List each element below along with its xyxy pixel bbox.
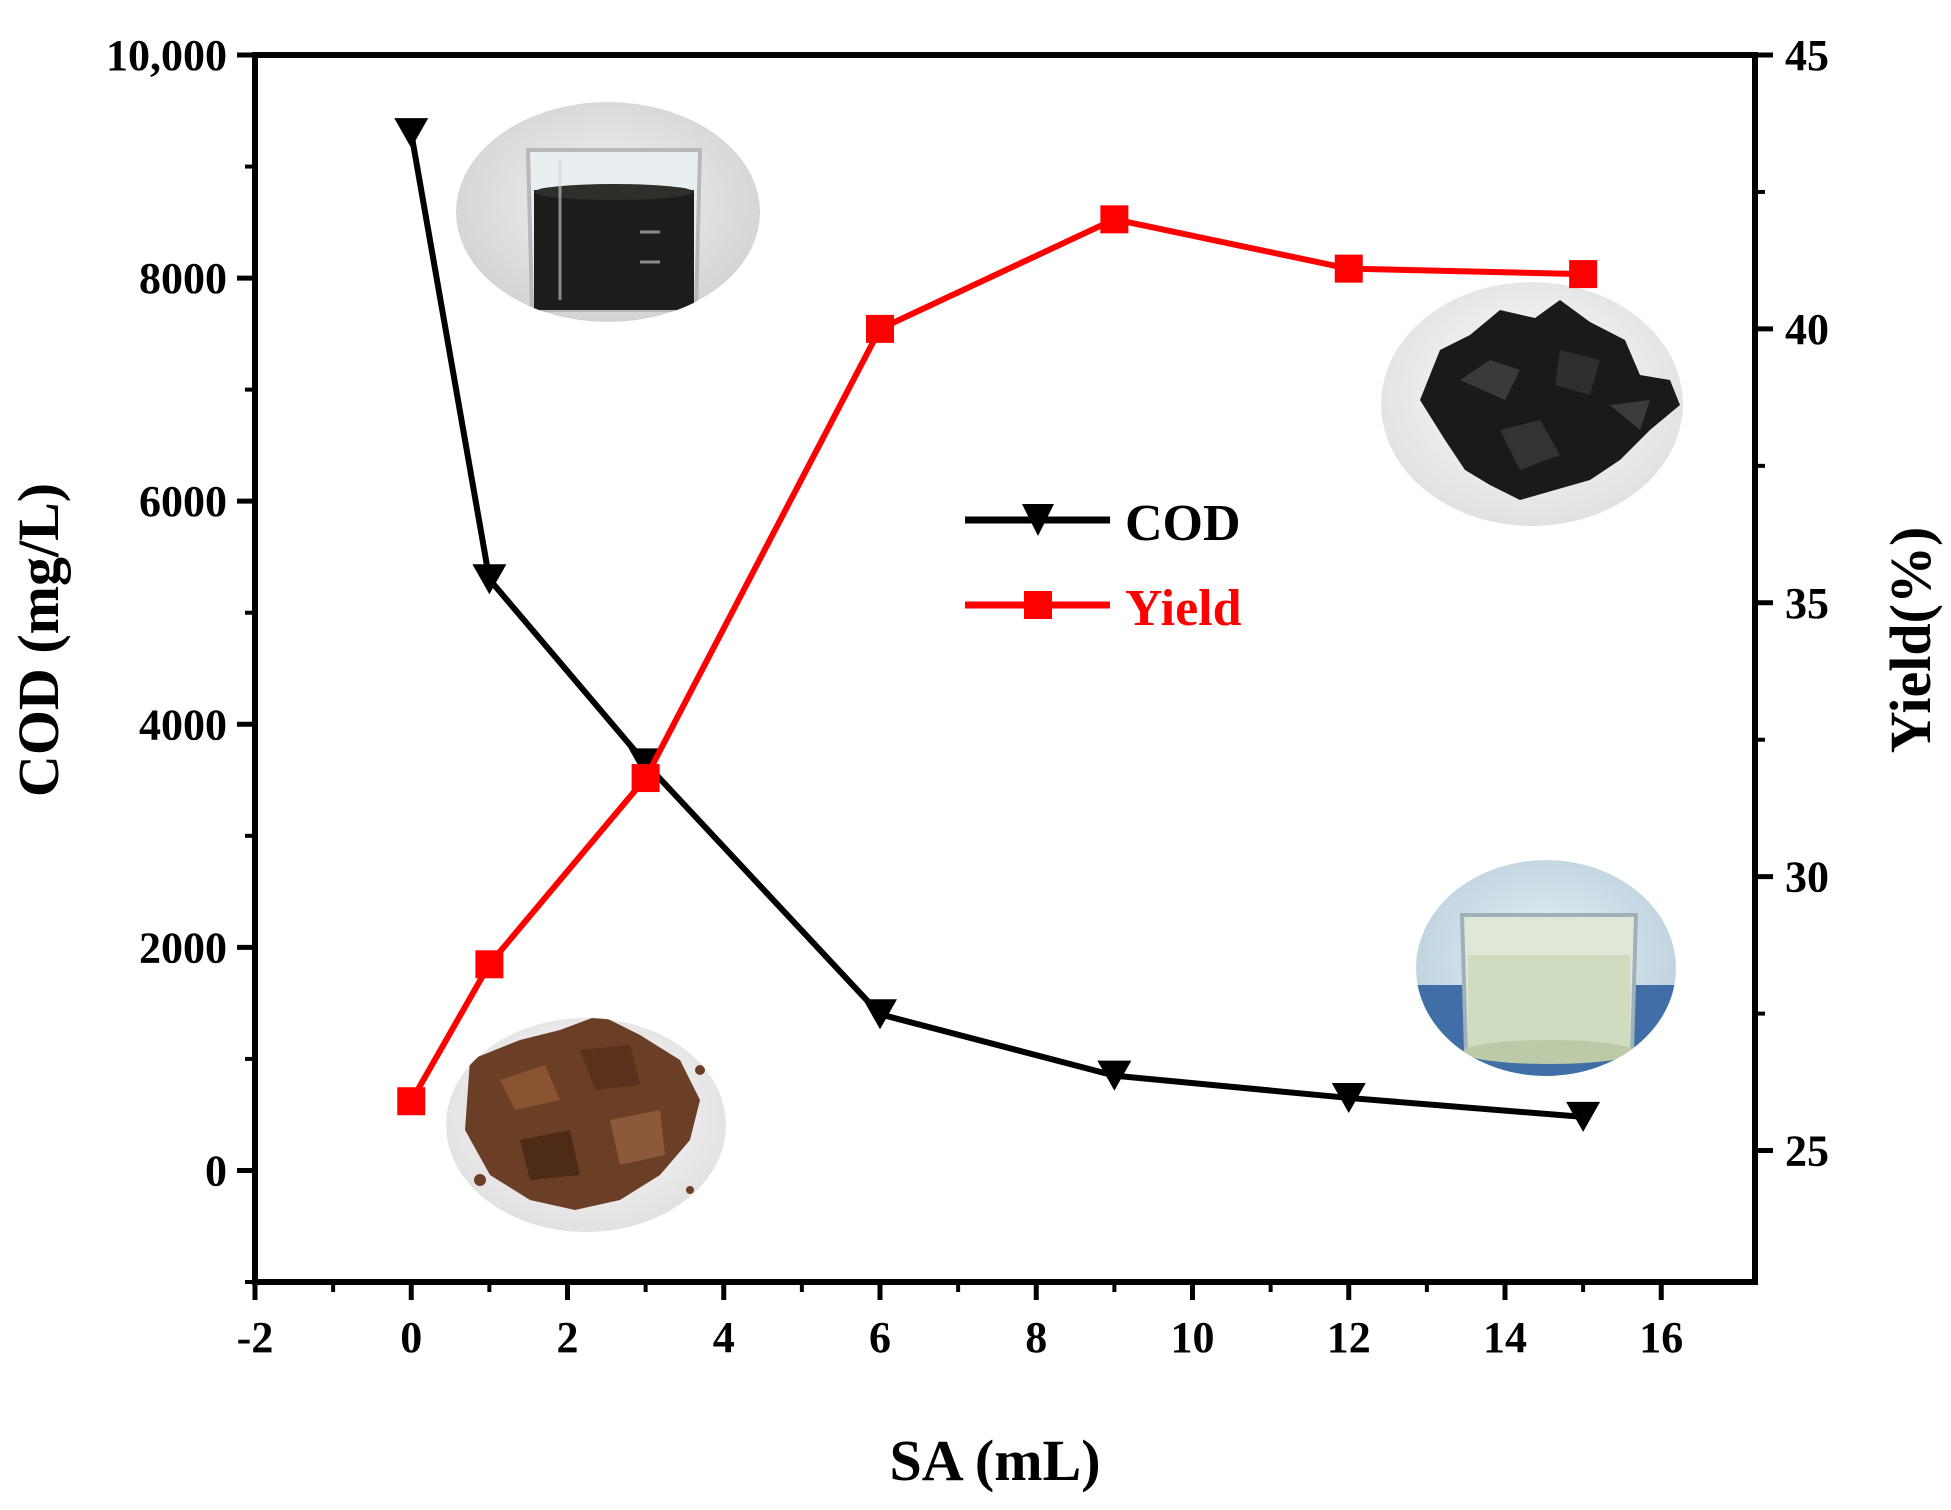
cod-point [472,564,507,595]
yield-point [631,764,660,793]
y-left-axis-title: COD (mg/L) [6,483,71,797]
legend: COD Yield [965,495,1242,637]
yield-point [866,314,894,343]
cod-point [394,118,429,149]
x-tick-label: 6 [869,1313,891,1362]
y-right-tick-label: 40 [1785,305,1829,354]
legend-square-marker [1024,591,1052,619]
x-tick-label: 10 [1171,1313,1215,1362]
cod-point [1097,1060,1132,1091]
legend-item-yield: Yield [965,580,1242,637]
x-tick-label: 0 [400,1313,422,1362]
legend-triangle-marker [1022,504,1054,536]
y-left-tick-label: 10,000 [106,31,227,80]
legend-item-cod: COD [965,495,1241,552]
yield-point [475,950,504,979]
x-tick-label: 2 [557,1313,579,1362]
cod-point [1331,1082,1366,1113]
legend-label-yield: Yield [1125,580,1242,637]
y-right-tick-label: 35 [1785,579,1829,628]
legend-label-cod: COD [1125,495,1241,552]
y-right-tick-label: 30 [1785,853,1829,902]
series-layer [394,118,1601,1132]
black-solid-product-photo [1381,282,1683,526]
y-left-tick-label: 0 [205,1146,227,1195]
clear-liquid-beaker-photo [1416,860,1676,1076]
y-left-tick-label: 2000 [139,923,227,972]
x-axis-title: SA (mL) [889,1428,1100,1493]
y-left-tick-label: 8000 [139,254,227,303]
plot-frame [252,52,1758,1285]
x-tick-label: 16 [1639,1313,1683,1362]
brown-flakes-photo [446,1018,726,1232]
y-right-tick-label: 25 [1785,1127,1829,1176]
x-tick-label: 4 [713,1313,735,1362]
x-tick-label: 14 [1483,1313,1527,1362]
y-left-tick-label: 6000 [139,477,227,526]
yield-point [1569,260,1598,289]
yield-point [1100,205,1129,234]
y-right-axis-title: Yield(%) [1878,527,1943,754]
axes-frame: -2 0 2 4 6 8 10 12 14 16 0 2000 4000 6000 8000 10,000 25… [106,31,1829,1362]
yield-point [1334,254,1363,283]
yield-point [397,1087,426,1116]
cod-point [863,999,897,1030]
y-right-tick-label: 45 [1785,31,1829,80]
x-tick-label: 12 [1327,1313,1371,1362]
x-tick-label: 8 [1025,1313,1047,1362]
cod-point [1566,1101,1601,1132]
y-left-tick-label: 4000 [139,700,227,749]
x-tick-label: -2 [237,1313,274,1362]
dark-liquid-beaker-photo [456,102,760,322]
